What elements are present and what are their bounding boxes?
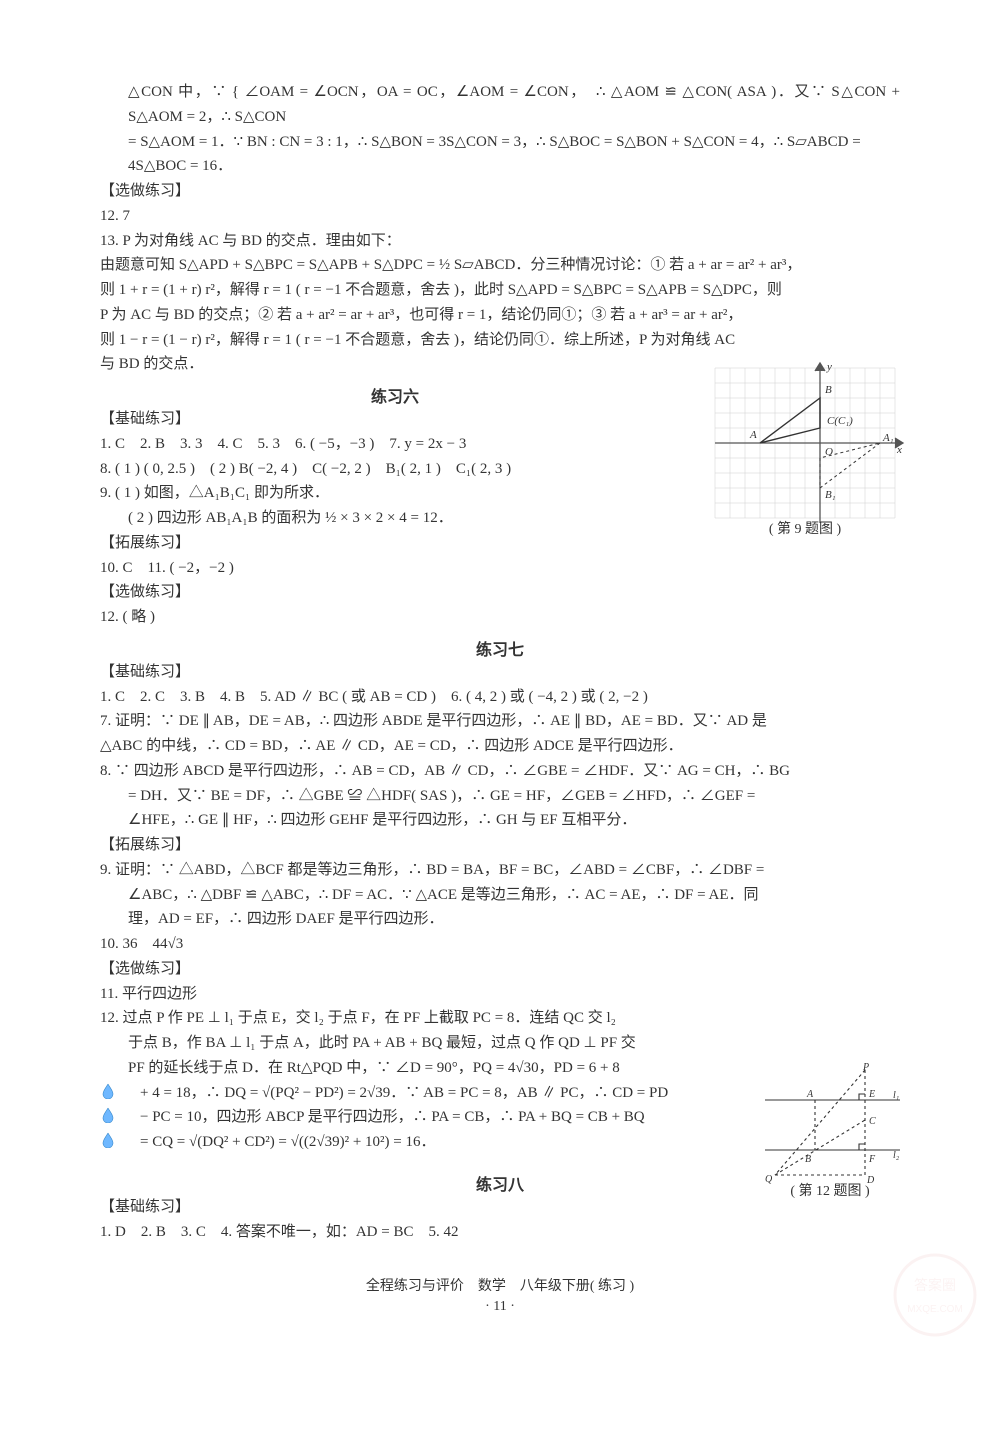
answer-line: 1. C 2. C 3. B 4. B 5. AD ∥ BC ( 或 AB = … (100, 685, 900, 710)
watermark-stamp: 答案圈 MXQE.COM (890, 1250, 980, 1345)
tear-icon (100, 1083, 116, 1108)
svg-text:l₂: l₂ (893, 1150, 900, 1161)
svg-text:MXQE.COM: MXQE.COM (907, 1304, 963, 1315)
answer-line: = DH．又∵ BE = DF，∴ △GBE ≌ △HDF( SAS )，∴ G… (100, 784, 900, 809)
page-root: △CON 中，∵ { ∠OAM = ∠OCN，OA = OC，∠AOM = ∠C… (0, 0, 1000, 1355)
svg-text:A₁: A₁ (882, 432, 894, 444)
answer-text: − PC = 10，四边形 ABCP 是平行四边形，∴ PA = CB，∴ PA… (140, 1109, 645, 1125)
svg-text:E: E (868, 1089, 875, 1100)
answer-line: ∠HFE，∴ GE ∥ HF，∴ 四边形 GEHF 是平行四边形，∴ GH 与 … (100, 808, 900, 833)
answer-line: 7. 证明：∵ DE ∥ AB，DE = AB，∴ 四边形 ABDE 是平行四边… (100, 709, 900, 734)
figure-9-caption: ( 第 9 题图 ) (705, 518, 905, 538)
svg-text:x: x (896, 444, 902, 456)
answer-line: 13. P 为对角线 AC 与 BD 的交点．理由如下： (100, 229, 900, 254)
svg-text:F: F (868, 1154, 876, 1165)
figure-12-svg: P Q A E B F C D l₁ l₂ (755, 1050, 905, 1200)
svg-text:P: P (862, 1062, 869, 1073)
section-heading: 【选做练习】 (100, 580, 900, 605)
tear-icon (100, 1107, 116, 1132)
svg-text:B: B (805, 1154, 811, 1165)
answer-line: 理，AD = EF，∴ 四边形 DAEF 是平行四边形． (100, 907, 900, 932)
proof-line: △CON 中，∵ { ∠OAM = ∠OCN，OA = OC，∠AOM = ∠C… (100, 80, 900, 130)
svg-text:O: O (825, 446, 833, 458)
exercise-title: 练习七 (100, 636, 900, 660)
answer-line: 1. D 2. B 3. C 4. 答案不唯一，如：AD = BC 5. 42 (100, 1220, 900, 1245)
svg-text:l₁: l₁ (893, 1090, 899, 1101)
answer-text: = CQ = √(DQ² + CD²) = √((2√39)² + 10²) =… (140, 1134, 436, 1150)
section-heading: 【选做练习】 (100, 957, 900, 982)
answer-line: 9. 证明：∵ △ABD，△BCF 都是等边三角形，∴ BD = BA，BF =… (100, 858, 900, 883)
figure-12-caption: ( 第 12 题图 ) (755, 1180, 905, 1200)
figure-12: P Q A E B F C D l₁ l₂ ( 第 12 题图 ) (755, 1050, 905, 1200)
answer-line: 8. ∵ 四边形 ABCD 是平行四边形，∴ AB = CD，AB ∥ CD，∴… (100, 759, 900, 784)
svg-text:B: B (825, 384, 832, 396)
answer-line: 由题意可知 S△APD + S△BPC = S△APB + S△DPC = ½ … (100, 253, 900, 278)
tear-icon (100, 1132, 116, 1157)
answer-line: △ABC 的中线，∴ CD = BD，∴ AE ∥ CD，AE = CD，∴ 四… (100, 734, 900, 759)
answer-line: 10. 36 44√3 (100, 932, 900, 957)
answer-line: ∠ABC，∴ △DBF ≌ △ABC，∴ DF = AC．∵ △ACE 是等边三… (100, 883, 900, 908)
answer-line: 12. 7 (100, 204, 900, 229)
svg-text:A: A (749, 429, 757, 441)
answer-line: P 为 AC 与 BD 的交点；② 若 a + ar² = ar + ar³，也… (100, 303, 900, 328)
proof-line: 4S△BOC = 16． (100, 154, 900, 179)
figure-9: y x O A B C(C₁) A₁ B₁ ( 第 9 题图 ) (705, 348, 905, 538)
section-heading: 【选做练习】 (100, 179, 900, 204)
page-footer: 全程练习与评价 数学 八年级下册( 练习 ) (100, 1275, 900, 1295)
section-heading: 【拓展练习】 (100, 833, 900, 858)
section-heading: 【基础练习】 (100, 660, 900, 685)
svg-text:A: A (806, 1089, 814, 1100)
svg-text:B₁: B₁ (825, 489, 836, 501)
answer-text: + 4 = 18，∴ DQ = √(PQ² − PD²) = 2√39．∵ AB… (140, 1085, 668, 1101)
figure-9-svg: y x O A B C(C₁) A₁ B₁ (705, 348, 905, 538)
svg-text:答案圈: 答案圈 (914, 1277, 956, 1293)
svg-text:C(C₁): C(C₁) (827, 415, 853, 427)
answer-line: 12. ( 略 ) (100, 605, 900, 630)
proof-line: = S△AOM = 1．∵ BN : CN = 3 : 1，∴ S△BON = … (100, 130, 900, 155)
svg-text:y: y (826, 361, 832, 373)
answer-line: 则 1 + r = (1 + r) r²，解得 r = 1 ( r = −1 不… (100, 278, 900, 303)
svg-text:C: C (869, 1116, 876, 1127)
answer-line: 11. 平行四边形 (100, 982, 900, 1007)
page-number: · 11 · (100, 1299, 900, 1315)
